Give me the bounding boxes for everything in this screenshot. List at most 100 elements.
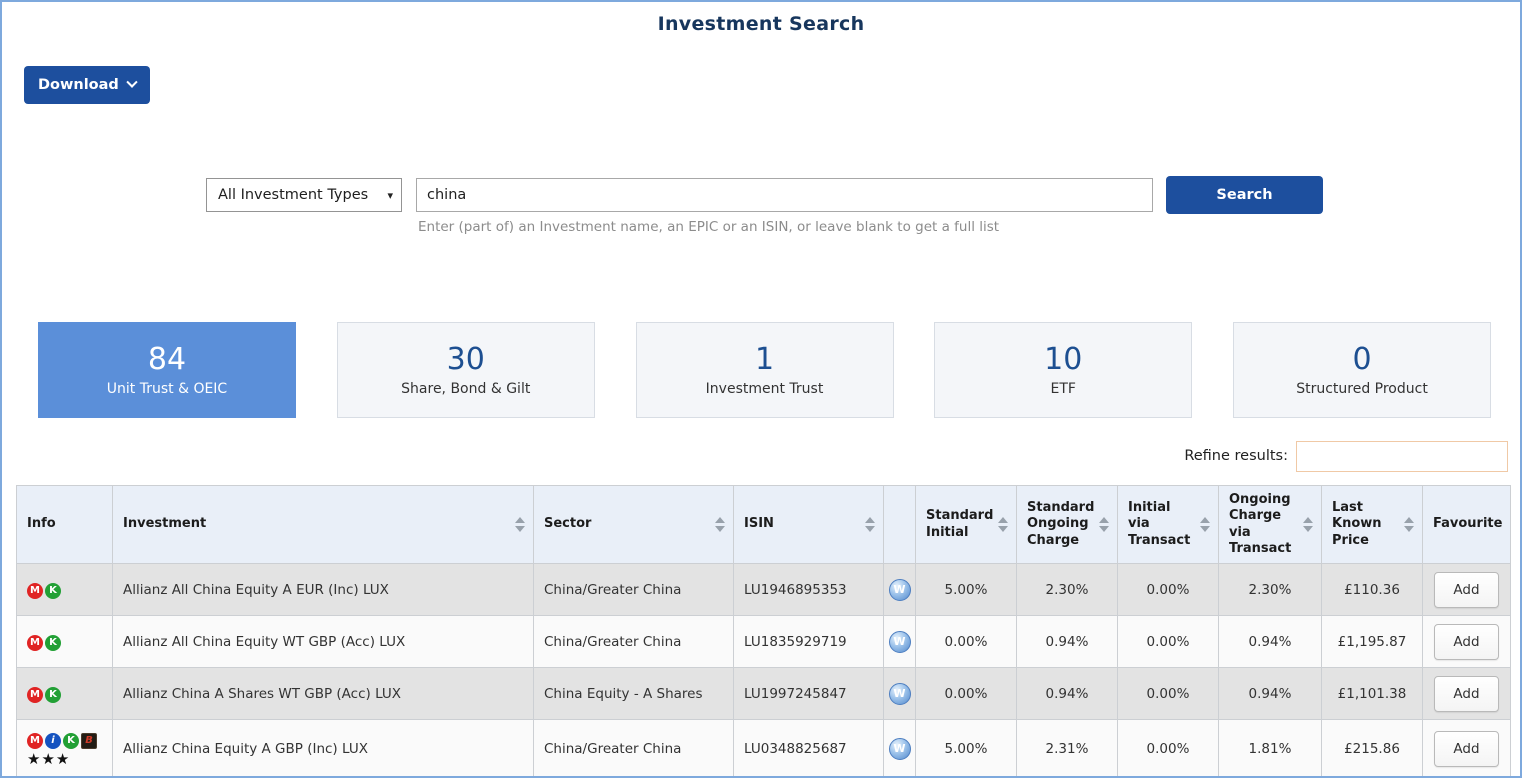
column-header-initial-via-transact[interactable]: Initial via Transact	[1117, 485, 1219, 564]
w-cell: W	[883, 615, 916, 668]
isin-cell: LU1997245847	[733, 667, 884, 720]
standard-initial-cell: 5.00%	[915, 719, 1017, 776]
page-title: Investment Search	[657, 13, 865, 35]
column-header-last-known-price[interactable]: Last Known Price	[1321, 485, 1423, 564]
favourite-cell: Add	[1422, 667, 1511, 720]
refine-results: Refine results:	[1184, 440, 1508, 472]
add-favourite-button[interactable]: Add	[1434, 623, 1499, 660]
badge-k-icon: K	[45, 686, 61, 703]
badge-m-icon: M	[27, 582, 43, 599]
tile-share-bond-gilt[interactable]: 30 Share, Bond & Gilt	[336, 322, 595, 418]
add-favourite-button[interactable]: Add	[1434, 675, 1499, 712]
search-button[interactable]: Search	[1166, 176, 1323, 214]
standard-ongoing-charge-cell: 0.94%	[1016, 667, 1118, 720]
sort-arrows-icon	[1200, 517, 1212, 532]
refine-results-input[interactable]	[1296, 440, 1508, 472]
column-header-label: Investment	[123, 516, 207, 532]
caret-down-icon: ▾	[387, 188, 393, 202]
column-header-info: Info	[16, 485, 113, 564]
last-known-price-cell: £215.86	[1321, 719, 1423, 776]
badge-k-icon: K	[45, 634, 61, 651]
column-header-investment[interactable]: Investment	[112, 485, 534, 564]
tile-label: Structured Product	[1296, 380, 1428, 397]
w-cell: W	[883, 563, 916, 616]
investment-cell: Allianz All China Equity A EUR (Inc) LUX	[112, 563, 534, 616]
tile-unit-trust-oeic[interactable]: 84 Unit Trust & OEIC	[38, 322, 296, 418]
search-input[interactable]	[416, 178, 1153, 212]
w-cell: W	[883, 719, 916, 776]
tile-count: 10	[1044, 342, 1083, 378]
result-count-tiles: 84 Unit Trust & OEIC 30 Share, Bond & Gi…	[38, 322, 1491, 418]
column-header-label: Info	[27, 516, 56, 532]
isin-cell: LU1946895353	[733, 563, 884, 616]
sort-arrows-icon	[1099, 517, 1111, 532]
w-icon[interactable]: W	[888, 630, 911, 653]
tile-label: Unit Trust & OEIC	[106, 380, 228, 397]
tile-structured-product[interactable]: 0 Structured Product	[1233, 322, 1491, 418]
column-header-blank	[883, 485, 916, 564]
column-header-label: Last Known Price	[1332, 500, 1382, 548]
badge-m-icon: M	[27, 732, 43, 749]
tile-etf[interactable]: 10 ETF	[934, 322, 1193, 418]
tile-investment-trust[interactable]: 1 Investment Trust	[635, 322, 894, 418]
search-hint: Enter (part of) an Investment name, an E…	[418, 219, 1000, 235]
standard-ongoing-charge-cell: 2.30%	[1016, 563, 1118, 616]
chevron-down-icon	[126, 76, 138, 88]
initial-via-transact-cell: 0.00%	[1117, 563, 1219, 616]
standard-ongoing-charge-cell: 0.94%	[1016, 615, 1118, 668]
column-header-sector[interactable]: Sector	[533, 485, 734, 564]
w-icon[interactable]: W	[888, 682, 911, 705]
column-header-standard-ongoing-charge[interactable]: Standard Ongoing Charge	[1016, 485, 1118, 564]
standard-initial-cell: 5.00%	[915, 563, 1017, 616]
sort-arrows-icon	[1303, 517, 1315, 532]
standard-ongoing-charge-cell: 2.31%	[1016, 719, 1118, 776]
column-header-standard-initial[interactable]: Standard Initial	[915, 485, 1017, 564]
w-cell: W	[883, 667, 916, 720]
badge-k-icon: K	[45, 582, 61, 599]
tile-count: 84	[147, 342, 187, 378]
column-header-isin[interactable]: ISIN	[733, 485, 884, 564]
tile-label: Share, Bond & Gilt	[401, 380, 531, 397]
initial-via-transact-cell: 0.00%	[1117, 615, 1219, 668]
sort-arrows-icon	[998, 517, 1010, 532]
column-header-label: Favourite	[1433, 516, 1503, 532]
investment-type-selected-value: All Investment Types	[218, 187, 369, 203]
badge-k-icon: K	[63, 732, 79, 749]
table-header-row: Info Investment Sector ISIN Standard Initial…	[16, 485, 1511, 564]
sort-arrows-icon	[515, 517, 527, 532]
tile-count: 1	[754, 342, 775, 378]
sector-cell: China/Greater China	[533, 563, 734, 616]
download-button[interactable]: Download	[24, 66, 150, 104]
favourite-cell: Add	[1422, 719, 1511, 776]
investment-type-select[interactable]: All Investment Types ▾	[206, 178, 402, 212]
column-header-favourite: Favourite	[1422, 485, 1511, 564]
last-known-price-cell: £1,195.87	[1321, 615, 1423, 668]
w-icon[interactable]: W	[888, 737, 911, 760]
ongoing-charge-via-transact-cell: 2.30%	[1218, 563, 1322, 616]
sort-arrows-icon	[715, 517, 727, 532]
column-header-label: Initial via Transact	[1128, 500, 1191, 548]
initial-via-transact-cell: 0.00%	[1117, 719, 1219, 776]
column-header-label: Standard Ongoing Charge	[1027, 500, 1095, 548]
investment-cell: Allianz All China Equity WT GBP (Acc) LU…	[112, 615, 534, 668]
add-favourite-button[interactable]: Add	[1434, 730, 1499, 767]
badge-b-icon: B	[81, 732, 97, 749]
column-header-ongoing-charge-via-transact[interactable]: Ongoing Charge via Transact	[1218, 485, 1322, 564]
add-favourite-button[interactable]: Add	[1434, 571, 1499, 608]
results-table: Info Investment Sector ISIN Standard Initial…	[16, 485, 1511, 776]
refine-results-label: Refine results:	[1184, 448, 1288, 464]
standard-initial-cell: 0.00%	[915, 615, 1017, 668]
column-header-label: Standard Initial	[926, 508, 994, 540]
sector-cell: China/Greater China	[533, 719, 734, 776]
w-icon[interactable]: W	[888, 578, 911, 601]
